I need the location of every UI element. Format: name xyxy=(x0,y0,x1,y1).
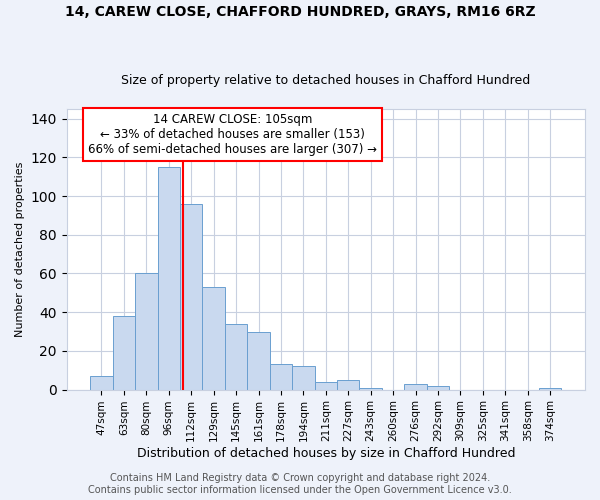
Bar xyxy=(113,316,135,390)
Bar xyxy=(314,382,337,390)
Bar xyxy=(359,388,382,390)
Text: 14 CAREW CLOSE: 105sqm
← 33% of detached houses are smaller (153)
66% of semi-de: 14 CAREW CLOSE: 105sqm ← 33% of detached… xyxy=(88,113,377,156)
X-axis label: Distribution of detached houses by size in Chafford Hundred: Distribution of detached houses by size … xyxy=(137,447,515,460)
Bar xyxy=(427,386,449,390)
Bar xyxy=(180,204,202,390)
Text: 14, CAREW CLOSE, CHAFFORD HUNDRED, GRAYS, RM16 6RZ: 14, CAREW CLOSE, CHAFFORD HUNDRED, GRAYS… xyxy=(65,5,535,19)
Bar xyxy=(247,332,270,390)
Bar xyxy=(225,324,247,390)
Bar xyxy=(202,287,225,390)
Bar xyxy=(539,388,562,390)
Bar xyxy=(135,274,158,390)
Text: Contains HM Land Registry data © Crown copyright and database right 2024.
Contai: Contains HM Land Registry data © Crown c… xyxy=(88,474,512,495)
Bar xyxy=(90,376,113,390)
Bar xyxy=(270,364,292,390)
Bar xyxy=(337,380,359,390)
Title: Size of property relative to detached houses in Chafford Hundred: Size of property relative to detached ho… xyxy=(121,74,530,87)
Bar xyxy=(404,384,427,390)
Y-axis label: Number of detached properties: Number of detached properties xyxy=(15,162,25,337)
Bar xyxy=(158,167,180,390)
Bar xyxy=(292,366,314,390)
